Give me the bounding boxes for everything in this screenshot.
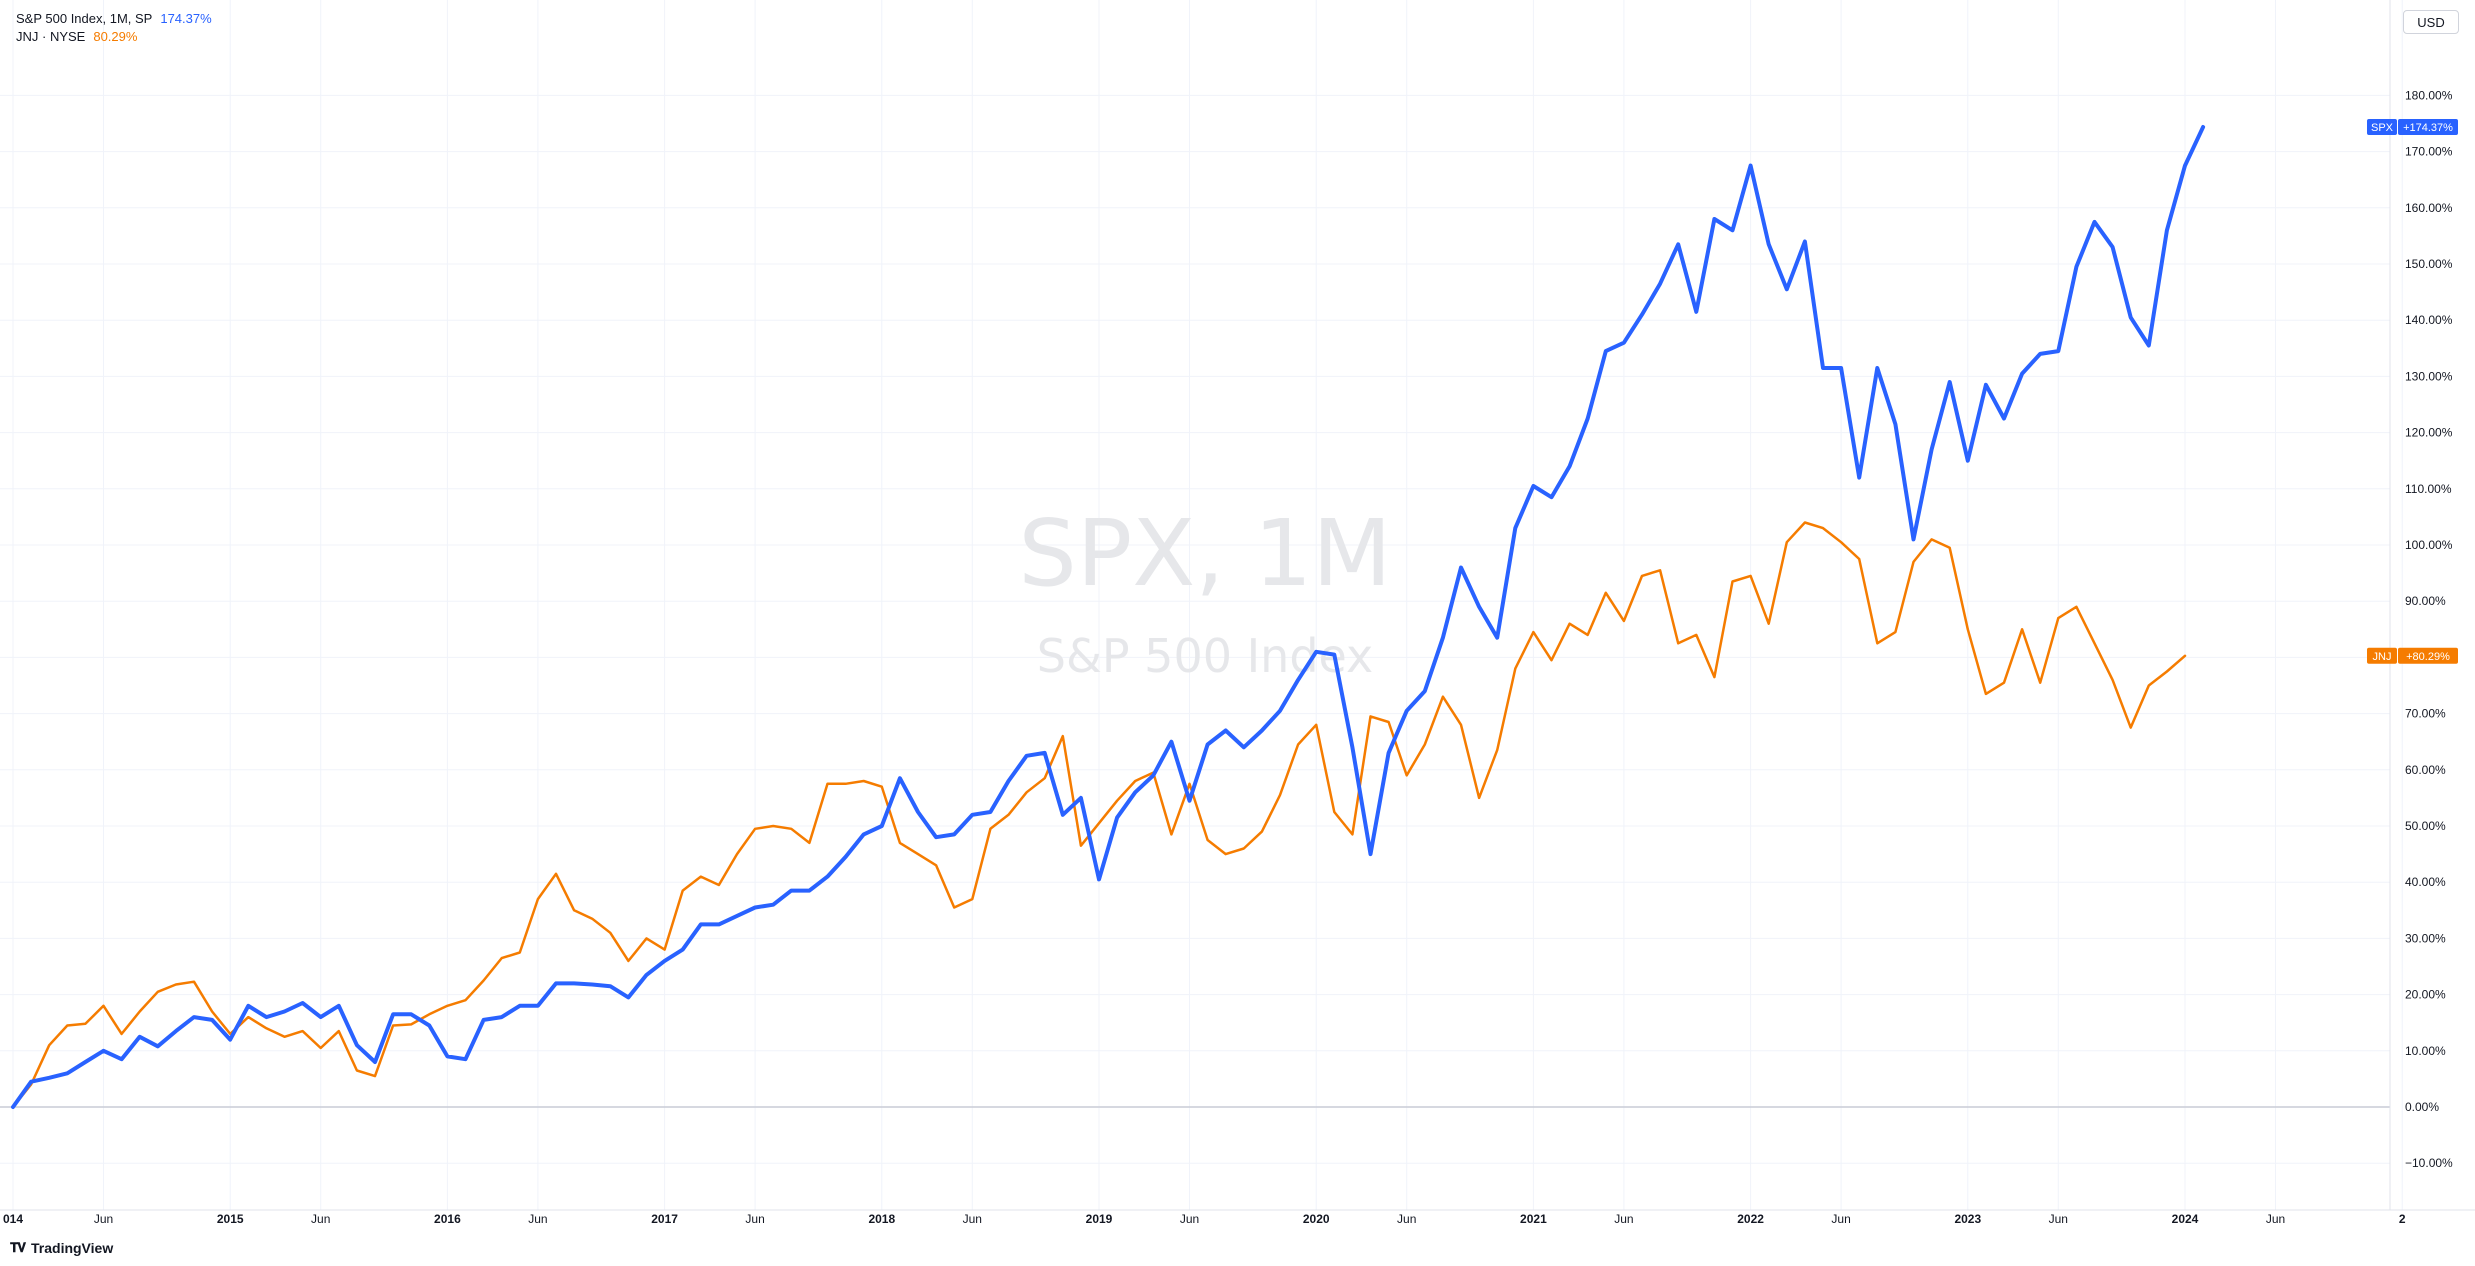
y-tick-label: 70.00% — [2405, 707, 2446, 721]
y-tick-label: −10.00% — [2405, 1156, 2453, 1170]
series-line-jnj[interactable] — [11, 521, 2187, 1109]
price-label-value: +80.29% — [2406, 651, 2450, 663]
y-tick-label: 130.00% — [2405, 369, 2453, 383]
legend-spx-name: S&P 500 Index, 1M, SP — [16, 11, 153, 26]
x-tick-label: Jun — [2049, 1212, 2068, 1226]
price-label-symbol: SPX — [2371, 122, 2394, 134]
price-label-jnj: JNJ +80.29% — [2367, 647, 2458, 664]
y-tick-label: 150.00% — [2405, 257, 2453, 271]
x-tick-label: 2017 — [651, 1212, 678, 1226]
price-label-symbol-box — [2367, 119, 2397, 136]
x-tick-label: Jun — [94, 1212, 113, 1226]
legend-jnj-value: 80.29% — [93, 29, 138, 44]
y-tick-label: 20.00% — [2405, 988, 2446, 1002]
x-tick-label: 014 — [3, 1212, 23, 1226]
price-label-value-box — [2398, 119, 2458, 136]
legend-jnj-name: JNJ · NYSE — [16, 29, 86, 44]
branding-text: TradingView — [31, 1240, 114, 1256]
series-lines — [11, 125, 2206, 1109]
x-tick-label: Jun — [311, 1212, 330, 1226]
y-tick-label: 60.00% — [2405, 763, 2446, 777]
series-line-spx[interactable] — [11, 125, 2206, 1109]
x-tick-label: 2024 — [2172, 1212, 2199, 1226]
x-tick-label: 2022 — [1737, 1212, 1764, 1226]
price-axis[interactable]: −10.00% 0.00% 10.00% 20.00% 30.00% 40.00% 50.0… — [2405, 88, 2453, 1170]
legend-row-spx[interactable]: S&P 500 Index, 1M, SP 174.37% — [16, 10, 212, 28]
x-tick-label: Jun — [1831, 1212, 1850, 1226]
y-tick-label: 160.00% — [2405, 201, 2453, 215]
y-tick-label: 10.00% — [2405, 1044, 2446, 1058]
time-axis[interactable]: 014 Jun 2015 Jun 2016 Jun 2017 Jun 2018 Jun 2019 Ju… — [3, 1212, 2406, 1226]
price-label-symbol: JNJ — [2373, 651, 2392, 663]
grid-lines — [0, 0, 2403, 1210]
legend-spx-value: 174.37% — [160, 11, 212, 26]
y-tick-label: 0.00% — [2405, 1100, 2439, 1114]
x-tick-label: Jun — [963, 1212, 982, 1226]
y-tick-label: 30.00% — [2405, 931, 2446, 945]
watermark-subtitle: S&P 500 Index — [1037, 629, 1374, 683]
x-tick-label: 2019 — [1086, 1212, 1113, 1226]
x-tick-label: 2016 — [434, 1212, 461, 1226]
tradingview-branding[interactable]: 𝐓𝐕 TradingView — [10, 1240, 113, 1256]
y-tick-label: 40.00% — [2405, 875, 2446, 889]
x-tick-label: Jun — [1180, 1212, 1199, 1226]
legend-row-jnj[interactable]: JNJ · NYSE 80.29% — [16, 28, 212, 46]
legend: S&P 500 Index, 1M, SP 174.37% JNJ · NYSE… — [16, 10, 212, 46]
price-label-spx: SPX +174.37% — [2367, 119, 2458, 136]
price-label-value: +174.37% — [2403, 122, 2453, 134]
x-tick-label: Jun — [745, 1212, 764, 1226]
y-tick-label: 170.00% — [2405, 145, 2453, 159]
x-tick-label: 2018 — [868, 1212, 895, 1226]
y-tick-label: 140.00% — [2405, 313, 2453, 327]
price-label-value-box — [2398, 647, 2458, 664]
x-tick-label: 2 — [2399, 1212, 2406, 1226]
x-tick-label: Jun — [1614, 1212, 1633, 1226]
y-tick-label: 120.00% — [2405, 426, 2453, 440]
y-tick-label: 110.00% — [2405, 482, 2452, 496]
x-tick-label: 2015 — [217, 1212, 244, 1226]
watermark-title: SPX, 1M — [1018, 500, 1391, 607]
x-tick-label: Jun — [528, 1212, 547, 1226]
currency-button[interactable]: USD — [2403, 10, 2459, 34]
y-tick-label: 100.00% — [2405, 538, 2453, 552]
x-tick-label: 2023 — [1954, 1212, 1981, 1226]
x-tick-label: 2021 — [1520, 1212, 1547, 1226]
x-tick-label: 2020 — [1303, 1212, 1330, 1226]
y-tick-label: 180.00% — [2405, 88, 2453, 102]
x-tick-label: Jun — [2266, 1212, 2285, 1226]
last-price-labels: SPX +174.37% JNJ +80.29% — [2367, 119, 2458, 664]
y-tick-label: 90.00% — [2405, 594, 2446, 608]
tradingview-logo-icon: 𝐓𝐕 — [10, 1240, 26, 1256]
price-label-symbol-box — [2367, 647, 2397, 664]
x-tick-label: Jun — [1397, 1212, 1416, 1226]
y-tick-label: 50.00% — [2405, 819, 2446, 833]
